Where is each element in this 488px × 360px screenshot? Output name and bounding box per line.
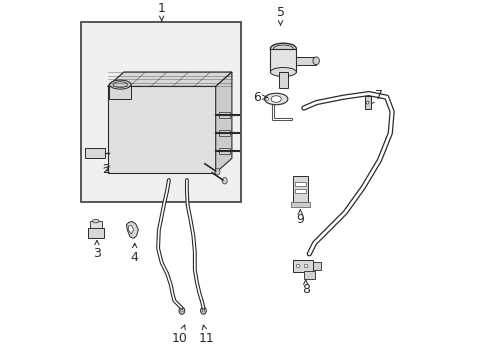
- Ellipse shape: [304, 264, 307, 268]
- Bar: [219, 112, 230, 118]
- Bar: [219, 130, 230, 136]
- Text: 6: 6: [253, 91, 266, 104]
- Ellipse shape: [109, 80, 131, 89]
- Ellipse shape: [202, 309, 204, 312]
- Ellipse shape: [113, 82, 127, 87]
- Bar: [364, 96, 370, 109]
- Bar: [279, 72, 287, 88]
- Ellipse shape: [312, 57, 319, 65]
- Text: 7: 7: [369, 89, 383, 104]
- Polygon shape: [128, 225, 133, 234]
- Polygon shape: [215, 72, 231, 173]
- Text: 10: 10: [171, 325, 187, 345]
- Bar: [88, 228, 104, 238]
- Text: 4: 4: [130, 243, 139, 264]
- Ellipse shape: [273, 45, 293, 52]
- Bar: [219, 148, 230, 154]
- Bar: [292, 260, 312, 272]
- Ellipse shape: [179, 307, 184, 314]
- Ellipse shape: [215, 168, 220, 175]
- Text: 3: 3: [93, 240, 101, 260]
- Bar: [109, 85, 131, 99]
- Ellipse shape: [200, 307, 206, 314]
- Bar: [312, 262, 320, 270]
- Bar: [85, 148, 105, 158]
- Ellipse shape: [270, 43, 296, 54]
- Bar: [107, 86, 215, 173]
- Text: 1: 1: [158, 3, 165, 21]
- Bar: [295, 189, 305, 193]
- Ellipse shape: [296, 264, 299, 268]
- Ellipse shape: [92, 219, 99, 223]
- Ellipse shape: [265, 98, 268, 100]
- Bar: [296, 57, 316, 65]
- Ellipse shape: [270, 96, 281, 102]
- Ellipse shape: [222, 177, 227, 184]
- Ellipse shape: [270, 68, 296, 77]
- Bar: [270, 49, 296, 72]
- Text: 5: 5: [276, 6, 284, 25]
- Bar: [89, 221, 102, 228]
- Bar: [295, 182, 305, 186]
- Text: 9: 9: [296, 210, 304, 226]
- Polygon shape: [107, 72, 231, 86]
- Text: 11: 11: [199, 325, 214, 345]
- Bar: [303, 271, 314, 279]
- Bar: [292, 176, 307, 203]
- Ellipse shape: [180, 309, 183, 312]
- Ellipse shape: [264, 93, 287, 105]
- Text: 2: 2: [102, 163, 110, 176]
- Polygon shape: [126, 221, 138, 238]
- Bar: [81, 22, 241, 202]
- Text: 8: 8: [301, 280, 309, 296]
- Bar: [291, 202, 309, 207]
- Ellipse shape: [366, 101, 368, 104]
